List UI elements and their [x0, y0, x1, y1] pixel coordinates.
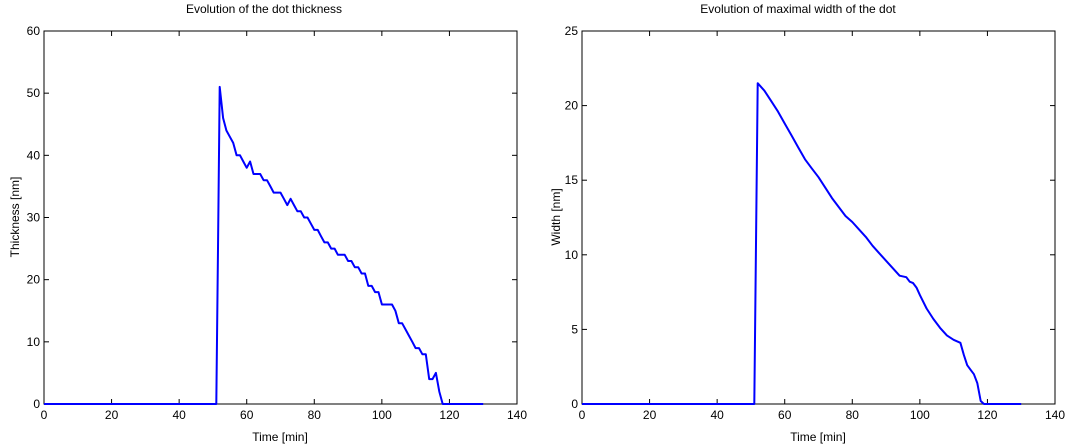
thickness-x-tick-label: 40	[172, 408, 186, 422]
thickness-x-tick-label: 140	[507, 408, 527, 422]
thickness-y-tick-label: 10	[27, 335, 41, 349]
thickness-plot-area	[43, 30, 518, 405]
thickness-x-ticks: 0 20 40 60 80 100 120 140	[41, 31, 527, 422]
thickness-x-tick-label: 60	[240, 408, 254, 422]
width-x-ticks: 0 20 40 60 80 100 120 140	[579, 31, 1065, 422]
width-x-tick-label: 80	[846, 408, 860, 422]
width-x-tick-label: 0	[579, 408, 586, 422]
thickness-x-tick-label: 20	[105, 408, 119, 422]
thickness-chart-title: Evolution of the dot thickness	[186, 2, 342, 16]
width-chart-title: Evolution of maximal width of the dot	[700, 2, 896, 16]
thickness-chart: Evolution of the dot thickness 0 20 40 60 80…	[8, 2, 527, 444]
width-y-tick-label: 5	[571, 322, 578, 336]
width-x-tick-label: 40	[710, 408, 724, 422]
width-y-tick-label: 0	[571, 397, 578, 411]
thickness-y-tick-label: 60	[27, 24, 41, 38]
width-x-tick-label: 140	[1045, 408, 1065, 422]
thickness-x-tick-label: 100	[372, 408, 392, 422]
width-y-ticks: 0 5 10 15 20 25	[565, 24, 1055, 411]
width-y-tick-label: 25	[565, 24, 579, 38]
thickness-y-tick-label: 30	[27, 211, 41, 225]
thickness-x-axis-label: Time [min]	[252, 430, 308, 444]
thickness-x-tick-label: 0	[41, 408, 48, 422]
width-plot-area	[581, 30, 1056, 405]
width-x-tick-label: 100	[910, 408, 930, 422]
thickness-y-ticks: 0 10 20 30 40 50 60	[27, 24, 517, 411]
width-y-tick-label: 10	[565, 248, 579, 262]
width-chart: Evolution of maximal width of the dot 0 2…	[549, 2, 1065, 444]
thickness-y-tick-label: 0	[33, 397, 40, 411]
width-series-line	[582, 82, 1022, 405]
thickness-x-tick-label: 80	[308, 408, 322, 422]
thickness-x-tick-label: 120	[439, 408, 459, 422]
width-y-tick-label: 20	[565, 99, 579, 113]
width-x-tick-label: 60	[778, 408, 792, 422]
width-y-tick-label: 15	[565, 173, 579, 187]
thickness-y-axis-label: Thickness [nm]	[8, 177, 22, 258]
width-x-axis-label: Time [min]	[790, 430, 846, 444]
width-x-tick-label: 120	[977, 408, 997, 422]
thickness-y-tick-label: 40	[27, 148, 41, 162]
thickness-y-tick-label: 20	[27, 273, 41, 287]
thickness-series-line	[44, 85, 484, 405]
width-y-axis-label: Width [nm]	[549, 188, 563, 245]
thickness-y-tick-label: 50	[27, 86, 41, 100]
width-x-tick-label: 20	[643, 408, 657, 422]
